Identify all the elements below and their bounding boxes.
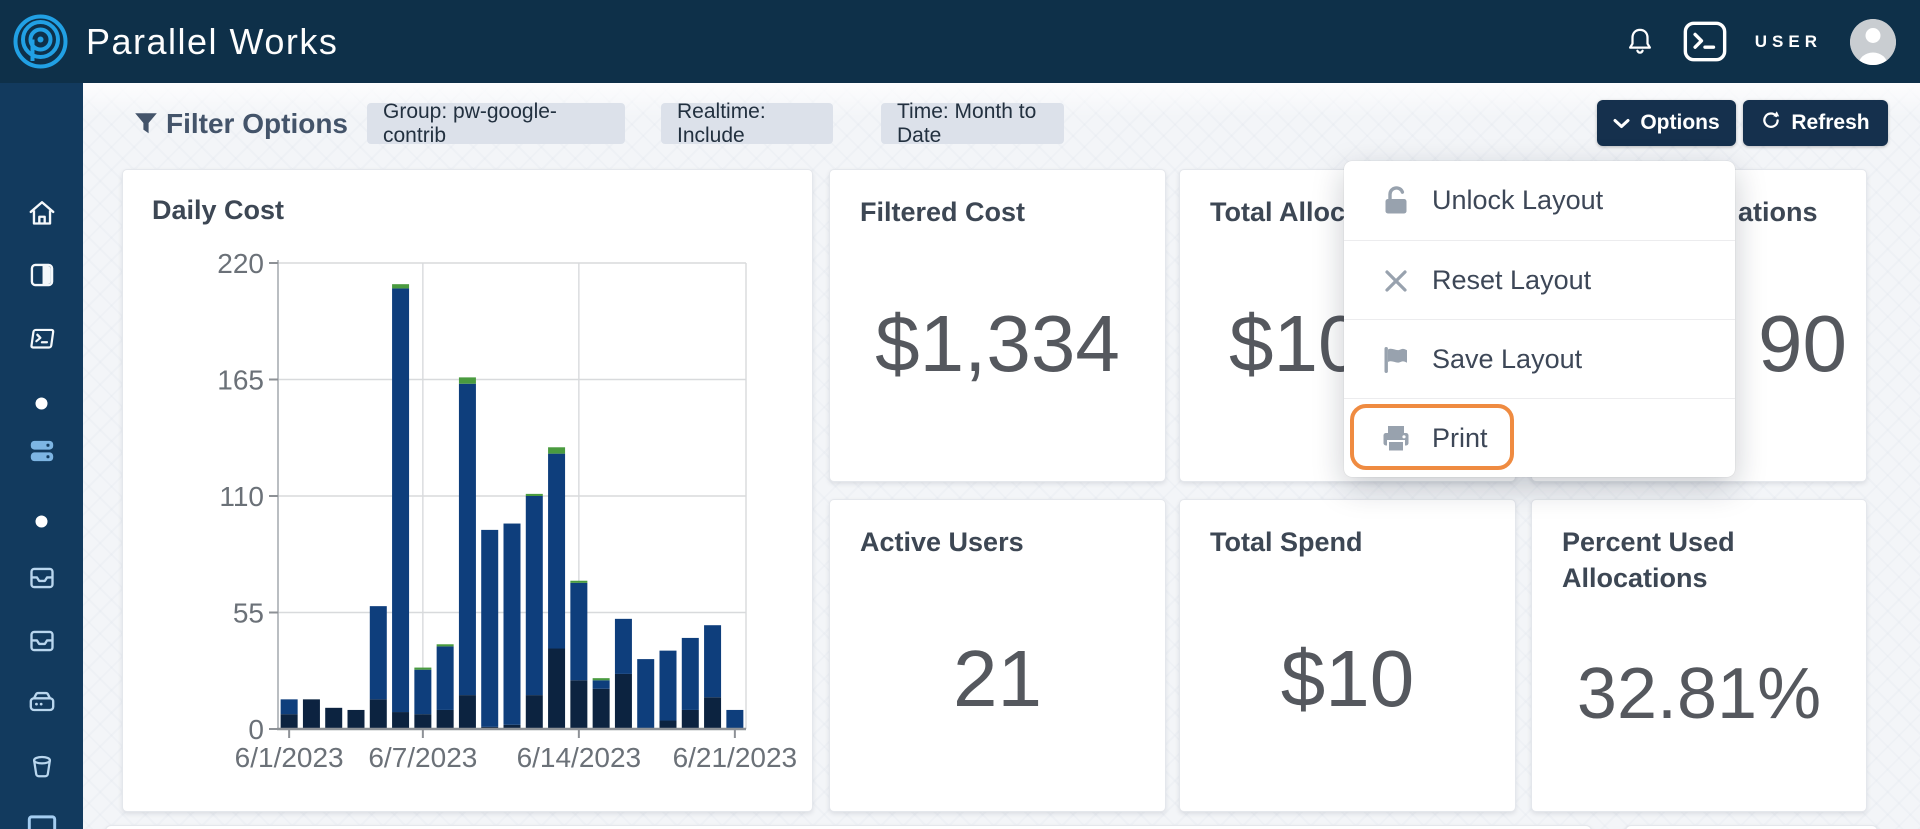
menu-item-label: Unlock Layout [1432, 185, 1604, 215]
active-users-card: Active Users 21 [829, 499, 1166, 812]
user-menu-label[interactable]: USER [1754, 31, 1822, 51]
menu-item-label: Reset Layout [1432, 265, 1592, 295]
sidebar [0, 83, 83, 829]
chevron-down-icon [1613, 111, 1630, 135]
sidebar-dot-2-icon[interactable] [0, 515, 83, 528]
svg-text:110: 110 [219, 481, 264, 512]
menu-item-label: Print [1432, 423, 1488, 453]
brand-logo-icon[interactable] [12, 13, 69, 70]
sidebar-item-stack[interactable] [0, 436, 83, 466]
notifications-bell-icon[interactable] [1625, 26, 1655, 57]
menu-item-print[interactable]: Print [1344, 399, 1735, 478]
filtered-cost-value: $1,334 [875, 299, 1120, 388]
next-row-card-sliver-2 [1625, 825, 1878, 829]
svg-text:220: 220 [217, 248, 264, 279]
menu-divider [1344, 398, 1735, 399]
filter-chip-realtime[interactable]: Realtime: Include [661, 100, 833, 147]
menu-item-unlock-layout[interactable]: Unlock Layout [1344, 161, 1735, 240]
percent-used-allocations-title: Percent Used Allocations [1562, 527, 1735, 594]
menu-divider [1344, 240, 1735, 241]
sidebar-item-terminal[interactable] [0, 324, 83, 354]
menu-item-save-layout[interactable]: Save Layout [1344, 320, 1735, 399]
flag-icon [1378, 343, 1414, 377]
sidebar-item-monitor[interactable] [0, 812, 83, 829]
refresh-icon [1761, 110, 1781, 136]
top-right-card-title: ations [1738, 197, 1818, 227]
sidebar-dot-1-icon[interactable] [0, 397, 83, 410]
daily-cost-plot: 0 55 110 165 220 6/1/2023 6/7/2023 6/14/2023 6/2… [217, 248, 798, 773]
total-spend-card: Total Spend $10 [1179, 499, 1516, 812]
sidebar-item-inbox-1[interactable] [0, 563, 83, 593]
sidebar-item-panel[interactable] [0, 260, 83, 290]
filter-options-title: Filter Options [166, 108, 348, 139]
filtered-cost-title: Filtered Cost [860, 197, 1026, 227]
filtered-cost-card: Filtered Cost $1,334 [829, 169, 1166, 482]
filter-chip-group[interactable]: Group: pw-google-contrib [367, 100, 625, 147]
next-row-card-sliver-1 [105, 825, 1592, 829]
active-users-title: Active Users [860, 527, 1024, 557]
terminal-icon[interactable] [1683, 21, 1727, 62]
sidebar-item-bucket[interactable] [0, 751, 83, 781]
svg-text:165: 165 [217, 365, 264, 396]
refresh-button-label: Refresh [1791, 111, 1870, 134]
svg-text:6/7/2023: 6/7/2023 [368, 742, 477, 773]
menu-item-label: Save Layout [1432, 344, 1583, 374]
menu-item-reset-layout[interactable]: Reset Layout [1344, 241, 1735, 320]
menu-divider [1344, 319, 1735, 320]
daily-cost-title: Daily Cost [152, 195, 285, 225]
filter-chip-time[interactable]: Time: Month to Date [881, 100, 1064, 147]
navbar: Parallel Works USER [0, 0, 1920, 83]
svg-text:6/14/2023: 6/14/2023 [517, 742, 642, 773]
unlock-icon [1378, 184, 1414, 218]
svg-text:55: 55 [233, 598, 264, 629]
printer-icon [1378, 422, 1414, 456]
svg-text:0: 0 [248, 714, 264, 745]
sidebar-item-inbox-2[interactable] [0, 626, 83, 656]
brand-name: Parallel Works [86, 21, 339, 62]
x-icon [1378, 266, 1414, 296]
options-dropdown-menu: Unlock Layout Reset Layout Save Layout [1344, 161, 1735, 477]
daily-cost-card: Daily Cost 0 55 110 165 220 6/1/2023 6/7/2023 6… [122, 169, 813, 812]
options-button[interactable]: Options [1597, 100, 1736, 146]
total-allocations-value: $10 [1229, 299, 1363, 388]
total-allocations-title: Total Allocat [1210, 197, 1370, 227]
options-button-label: Options [1640, 111, 1720, 134]
total-spend-title: Total Spend [1210, 527, 1363, 557]
percent-used-allocations-value: 32.81% [1576, 654, 1822, 734]
refresh-button[interactable]: Refresh [1743, 100, 1888, 146]
sidebar-item-home[interactable] [0, 198, 83, 228]
active-users-value: 21 [953, 634, 1042, 723]
top-right-card-value: 90 [1758, 299, 1847, 388]
avatar[interactable] [1850, 18, 1896, 65]
sidebar-item-drive[interactable] [0, 687, 83, 717]
svg-text:6/1/2023: 6/1/2023 [235, 742, 344, 773]
total-spend-value: $10 [1280, 634, 1415, 723]
svg-text:6/21/2023: 6/21/2023 [673, 742, 798, 773]
filter-funnel-icon [133, 110, 159, 142]
percent-used-allocations-card: Percent Used Allocations 32.81% [1531, 499, 1867, 812]
